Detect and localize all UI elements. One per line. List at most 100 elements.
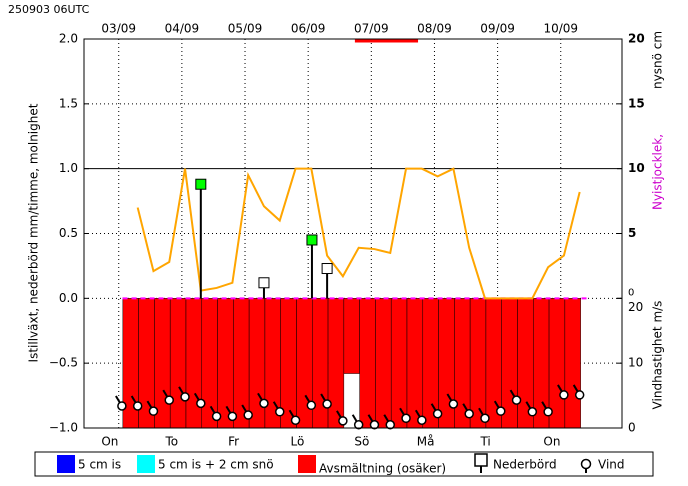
y-tick-label: 2.0 — [59, 32, 78, 46]
y3-axis-label: Vindhastighet m/s — [651, 301, 665, 410]
wind-marker — [511, 395, 522, 405]
wind-marker — [448, 399, 459, 409]
wind-marker — [496, 406, 506, 416]
x-tick-label: On — [101, 435, 118, 449]
x-tick-label: Sö — [354, 435, 369, 449]
y-tick-label: −1.0 — [49, 421, 78, 435]
wind-marker — [211, 411, 222, 422]
timestamp: 250903 06UTC — [8, 3, 90, 16]
melt-bar — [359, 298, 376, 429]
y2-tick-label: 20 — [628, 32, 645, 46]
melt-bar — [564, 298, 581, 429]
wind-marker — [574, 390, 585, 400]
melt-bar — [217, 298, 234, 429]
wind-marker — [290, 415, 301, 425]
wind-marker — [227, 411, 238, 422]
y-tick-label: 0.0 — [59, 291, 78, 305]
wind-marker — [369, 420, 380, 430]
y2-axis-label-extra: Nyistjocklek, — [651, 134, 665, 210]
wind-marker — [259, 398, 269, 409]
cloud-line — [136, 167, 581, 300]
x-tick-label: Må — [417, 435, 435, 449]
y-tick-label: 1.0 — [59, 161, 78, 175]
wind-marker — [338, 416, 348, 426]
wind-marker — [385, 420, 396, 430]
wind-marker — [132, 401, 143, 411]
x-tick-label: 06/09 — [291, 22, 326, 36]
y-tick-label: 0.5 — [59, 226, 78, 240]
y-tick-label: −0.5 — [49, 356, 78, 370]
legend-swatch — [57, 455, 75, 473]
legend-label: Avsmältning (osäker) — [319, 462, 446, 476]
x-tick-label: 09/09 — [480, 22, 515, 36]
precip-marker — [306, 234, 318, 246]
x-tick-label: Ti — [479, 435, 490, 449]
wind-marker — [117, 401, 127, 411]
x-tick-label: Lö — [291, 435, 305, 449]
wind-marker — [243, 410, 253, 420]
wind-marker — [417, 415, 427, 425]
x-tick-label: 04/09 — [165, 22, 200, 36]
wind-marker — [322, 399, 332, 409]
wind-marker — [464, 408, 474, 419]
x-tick-label: To — [164, 435, 178, 449]
melt-bar — [327, 298, 345, 429]
x-tick-label: 07/09 — [354, 22, 389, 36]
wind-marker — [527, 407, 538, 417]
y3-tick-label: 20 — [628, 300, 643, 314]
melt-bar — [185, 298, 203, 429]
melt-bar — [169, 298, 187, 429]
melt-bar — [438, 298, 455, 429]
precip-marker — [195, 178, 207, 190]
melt-bar — [233, 298, 250, 429]
x-tick-label: 08/09 — [417, 22, 452, 36]
legend-swatch — [298, 455, 316, 473]
x-tick-label: Fr — [228, 435, 239, 449]
wind-marker — [353, 420, 364, 430]
legend-label: Vind — [598, 458, 625, 472]
melt-bar — [454, 298, 471, 429]
melt-bar — [390, 298, 408, 429]
melt-bar — [469, 298, 487, 429]
legend-box — [34, 451, 654, 477]
melt-bar — [375, 298, 392, 429]
y2-tick-label: 0 — [628, 287, 634, 298]
legend-label: Nederbörd — [493, 458, 557, 472]
wind-marker — [148, 406, 159, 416]
melt-bar — [201, 298, 218, 429]
wind-marker — [401, 413, 411, 424]
legend-swatch — [137, 455, 155, 473]
x-tick-label: 05/09 — [228, 22, 263, 36]
wind-marker — [275, 407, 285, 417]
wind-marker — [180, 392, 190, 402]
y2-tick-label: 15 — [628, 96, 645, 110]
legend-label: 5 cm is — [78, 458, 121, 472]
x-tick-label: 10/09 — [543, 22, 578, 36]
wind-marker — [480, 413, 490, 424]
melt-bar — [406, 298, 424, 429]
y-axis-label: Istillväxt, nederbörd mm/timme, molnighe… — [27, 103, 41, 362]
wind-marker — [164, 395, 174, 405]
wind-marker — [306, 400, 317, 411]
melt-bar — [248, 298, 266, 429]
x-tick-label: On — [543, 435, 560, 449]
wind-marker — [432, 408, 443, 419]
legend-swatch — [474, 453, 488, 467]
precip-marker — [258, 277, 270, 289]
y-tick-label: 1.5 — [59, 96, 78, 110]
melt-bar — [422, 298, 439, 429]
legend-swatch — [580, 458, 592, 470]
melt-bar — [343, 298, 360, 374]
y2-tick-label: 5 — [628, 226, 636, 240]
wind-marker — [559, 390, 569, 400]
y2-axis-label: nysnö cm — [651, 31, 665, 89]
y2-tick-label: 10 — [628, 161, 645, 175]
wind-marker — [196, 398, 206, 409]
wind-marker — [543, 407, 553, 417]
x-tick-label: 03/09 — [101, 22, 136, 36]
plot-frame — [83, 38, 623, 429]
y3-tick-label: 10 — [628, 356, 643, 370]
precip-marker — [321, 263, 333, 275]
legend-label: 5 cm is + 2 cm snö — [158, 458, 274, 472]
